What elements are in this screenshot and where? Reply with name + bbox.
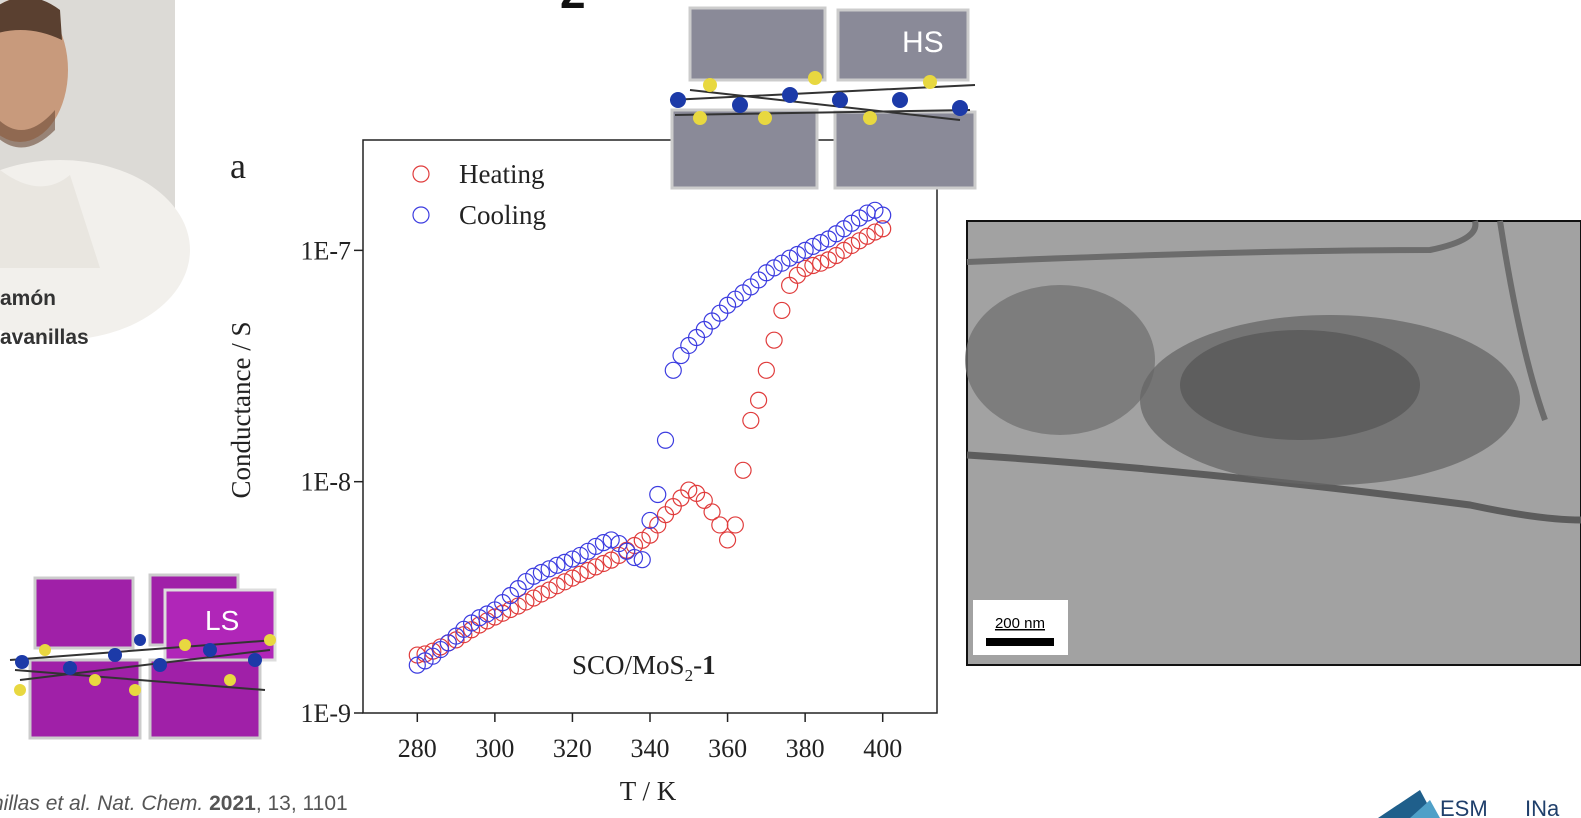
x-tick-label: 320 [553,734,592,763]
y-tick-label: 1E-9 [300,699,351,728]
data-point [804,256,822,275]
chart: 280 300 320 340 360 380 400 1E-9 1E-8 1E-7 a T / K C… [226,139,938,806]
title-fragment: 2 [560,0,586,18]
annotation: SCO/MoS2-1 [572,650,716,685]
data-point [757,361,775,379]
data-point [594,554,613,573]
data-point [804,237,822,256]
data-point [781,249,799,267]
ls-label: LS [205,605,239,636]
data-point [587,558,605,576]
hs-label: HS [902,26,944,59]
y-tick-label: 1E-8 [300,468,351,497]
scale-bar-label: 200 nm [995,615,1045,632]
data-point [858,227,876,245]
data-point [478,605,496,623]
data-point [548,556,566,574]
data-point [563,569,582,587]
data-point [773,301,791,320]
data-point [525,589,543,607]
annotation-text: SCO/MoS [572,650,685,680]
data-point [579,561,597,580]
annotation-sub: 2 [685,666,694,685]
legend-marker [412,206,430,224]
data-point [556,573,574,591]
data-point [711,516,729,534]
data-point [408,656,426,674]
x-tick-label: 340 [631,734,670,763]
x-tick-label: 280 [398,734,437,763]
data-point [532,563,551,582]
data-point [563,550,582,568]
legend-label: Cooling [459,200,546,230]
x-tick-label: 400 [863,734,902,763]
data-point [602,531,620,549]
ls-illustration: LS [9,573,277,740]
logo-text: ESM [1440,796,1488,818]
annotation-dash: - [693,650,702,680]
data-point [672,346,690,365]
data-point [796,241,814,259]
data-point [571,565,589,583]
data-point [470,609,488,627]
tem-image: 200 nm [965,220,1581,666]
data-point [788,245,806,264]
name-line: avanillas [0,326,89,349]
data-point [718,531,737,549]
data-point [571,546,589,565]
data-point [625,548,644,567]
logo: ESM INa [1378,790,1560,818]
data-point [649,485,667,504]
logo-text: INa [1525,796,1560,818]
data-point [726,516,744,534]
data-point [633,551,651,569]
data-point [734,461,752,479]
panel-label: a [230,146,246,186]
citation-year: 2021 [209,792,256,815]
data-point [641,511,659,530]
data-point [517,593,535,611]
data-point [532,585,551,603]
data-point [540,560,558,578]
data-point [703,503,721,521]
y-axis-label: Conductance / S [226,322,256,499]
portrait [0,0,190,340]
data-point [781,276,799,294]
x-tick-label: 300 [475,734,514,763]
data-point [556,553,574,571]
data-point [874,206,892,224]
citation-rest: , 13, 1101 [256,792,348,815]
data-point [796,259,814,277]
citation-journal: Nat. Chem. [97,792,203,815]
data-point [548,577,566,595]
data-point [866,223,884,241]
legend-marker [412,165,430,183]
citation: nillas et al. Nat. Chem. 2021, 13, 1101 [0,792,348,815]
data-point [749,391,768,409]
y-tick-label: 1E-7 [300,236,351,265]
x-tick-label: 360 [708,734,747,763]
hs-illustration: HS [669,6,977,190]
citation-authors: nillas et al. [0,792,97,815]
x-tick-label: 380 [786,734,825,763]
name-line: amón [0,287,56,310]
annotation-bold: 1 [702,650,716,680]
data-point [664,361,682,379]
data-point [742,411,760,430]
data-point [656,431,675,449]
legend-label: Heating [459,159,544,189]
data-point [812,254,830,272]
data-point [812,234,830,252]
data-point [874,220,892,238]
data-point [680,481,698,499]
data-point [765,331,783,349]
data-point [525,567,543,585]
data-point [587,537,605,556]
x-axis-label: T / K [620,776,677,806]
